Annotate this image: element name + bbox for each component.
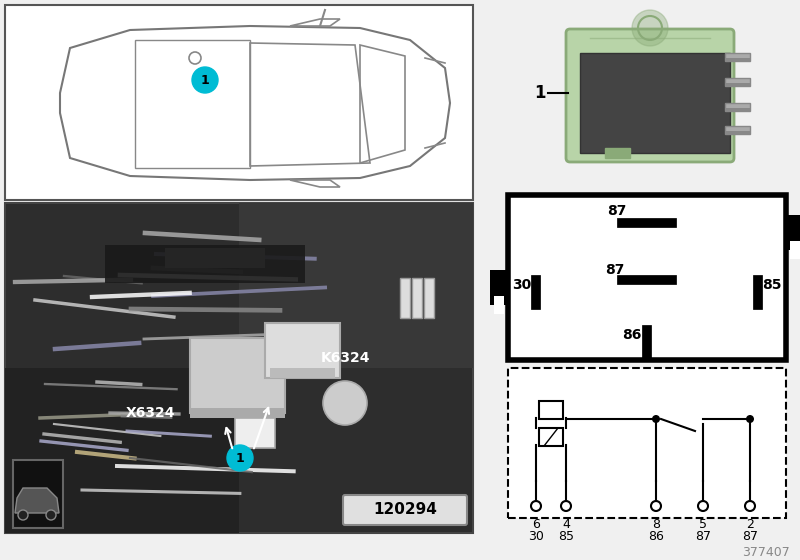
Circle shape bbox=[746, 415, 754, 423]
Bar bbox=[265, 323, 340, 378]
Bar bbox=[412, 278, 422, 318]
Bar bbox=[400, 278, 410, 318]
Bar bbox=[239, 203, 473, 368]
Text: 85: 85 bbox=[558, 530, 574, 543]
Bar bbox=[190, 408, 285, 418]
Bar bbox=[5, 368, 239, 533]
Bar bbox=[539, 401, 563, 419]
Bar bbox=[605, 148, 630, 158]
Text: 85: 85 bbox=[762, 278, 782, 292]
Bar bbox=[725, 126, 750, 134]
Text: 1: 1 bbox=[534, 84, 546, 102]
Bar bbox=[725, 58, 750, 61]
Bar bbox=[580, 53, 730, 153]
Circle shape bbox=[632, 10, 668, 46]
Bar bbox=[424, 278, 434, 318]
Bar bbox=[5, 203, 473, 533]
Bar bbox=[490, 270, 508, 305]
Bar bbox=[235, 418, 275, 448]
Circle shape bbox=[323, 381, 367, 425]
Bar bbox=[494, 296, 504, 314]
Bar bbox=[190, 338, 285, 413]
Text: 5: 5 bbox=[699, 517, 707, 530]
Text: 87: 87 bbox=[695, 530, 711, 543]
Bar bbox=[786, 215, 800, 250]
Bar bbox=[725, 108, 750, 111]
Bar bbox=[270, 368, 335, 378]
Circle shape bbox=[18, 510, 28, 520]
Polygon shape bbox=[60, 26, 450, 180]
Text: X6324: X6324 bbox=[126, 406, 174, 420]
FancyBboxPatch shape bbox=[343, 495, 467, 525]
Text: 120294: 120294 bbox=[373, 502, 437, 517]
Bar bbox=[165, 248, 265, 268]
Text: 86: 86 bbox=[622, 328, 642, 342]
Bar bbox=[105, 245, 305, 283]
Circle shape bbox=[192, 67, 218, 93]
Bar bbox=[725, 53, 750, 61]
Bar bbox=[539, 428, 563, 446]
Text: 87: 87 bbox=[606, 263, 625, 277]
Bar bbox=[790, 241, 800, 259]
Text: 1: 1 bbox=[236, 451, 244, 464]
Text: 30: 30 bbox=[512, 278, 532, 292]
Circle shape bbox=[227, 445, 253, 471]
Bar bbox=[508, 368, 786, 518]
Circle shape bbox=[46, 510, 56, 520]
Bar bbox=[508, 195, 786, 360]
Text: 4: 4 bbox=[562, 517, 570, 530]
Text: 87: 87 bbox=[607, 204, 626, 218]
Text: 2: 2 bbox=[746, 517, 754, 530]
Bar bbox=[13, 460, 63, 528]
Text: K6324: K6324 bbox=[320, 351, 370, 365]
Text: 377407: 377407 bbox=[742, 545, 790, 558]
Bar bbox=[725, 103, 750, 111]
Bar bbox=[725, 131, 750, 134]
Circle shape bbox=[652, 415, 660, 423]
Text: 86: 86 bbox=[648, 530, 664, 543]
Text: 1: 1 bbox=[201, 73, 210, 86]
Polygon shape bbox=[15, 488, 59, 513]
Text: 30: 30 bbox=[528, 530, 544, 543]
Text: 6: 6 bbox=[532, 517, 540, 530]
Text: 8: 8 bbox=[652, 517, 660, 530]
Bar bbox=[725, 83, 750, 86]
FancyBboxPatch shape bbox=[566, 29, 734, 162]
Text: 87: 87 bbox=[742, 530, 758, 543]
Bar bbox=[5, 5, 473, 200]
Bar bbox=[725, 78, 750, 86]
